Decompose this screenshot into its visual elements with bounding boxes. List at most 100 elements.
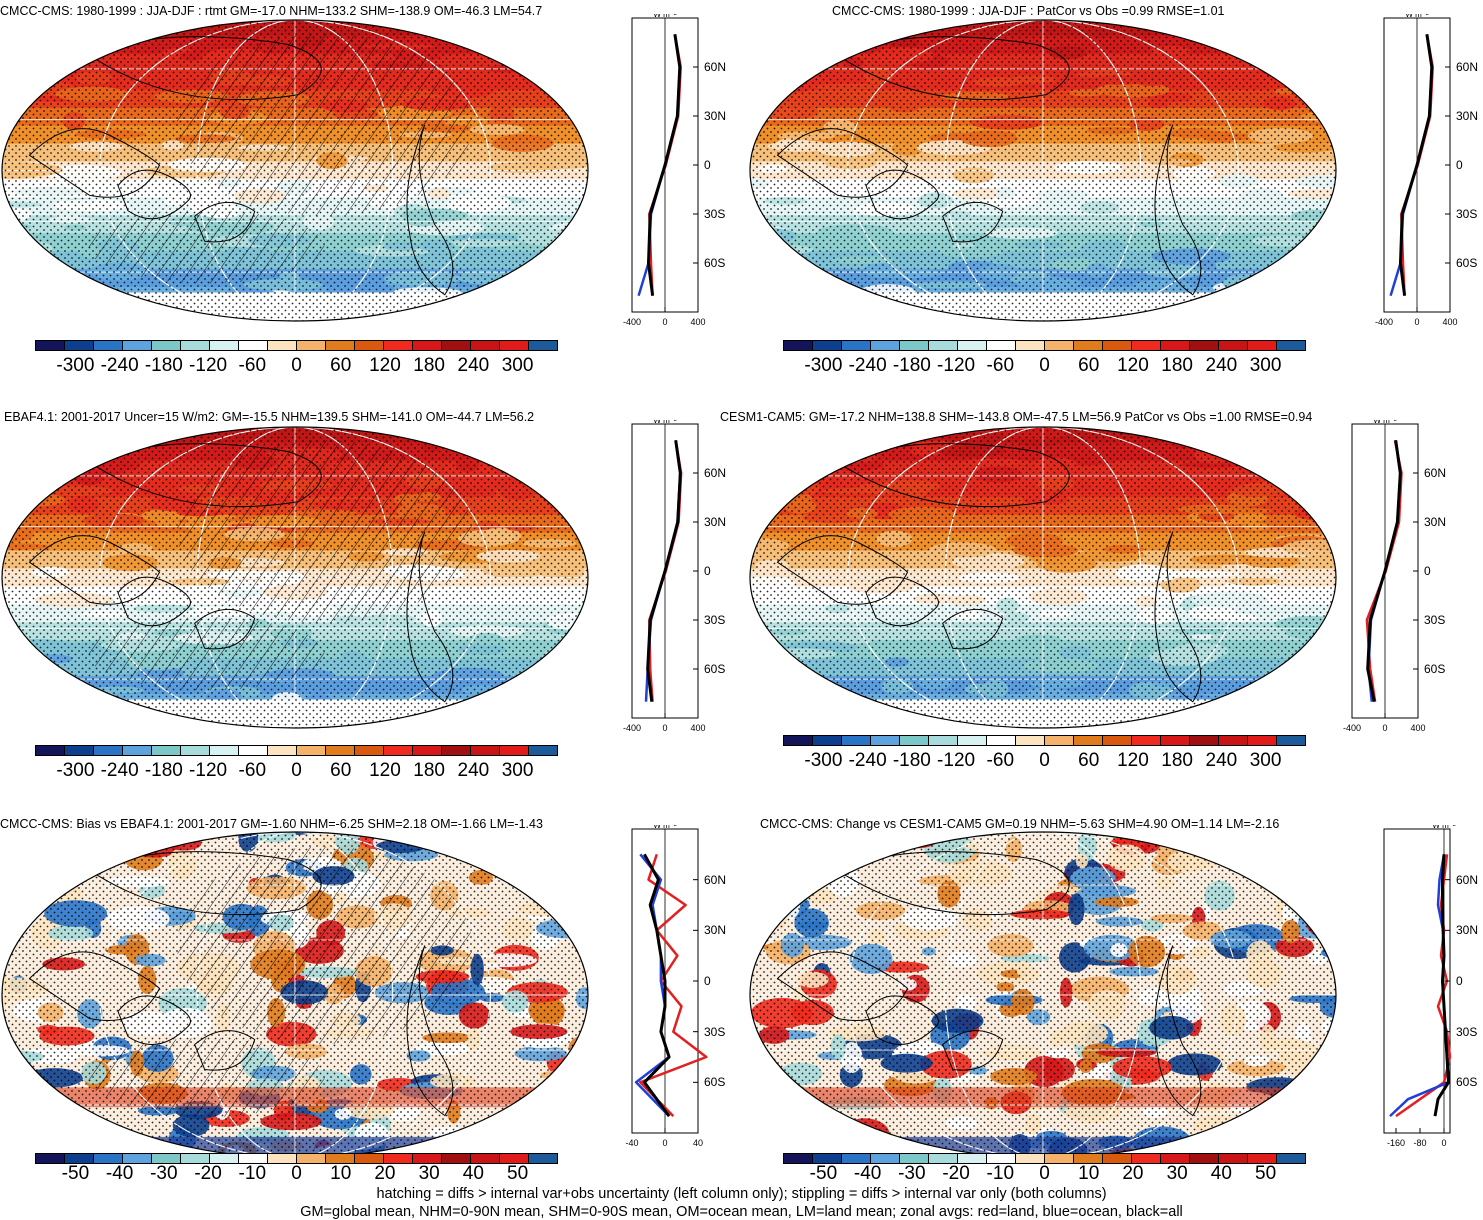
x-tick-label: -160	[1387, 1138, 1405, 1148]
colorbar-swatch	[471, 1154, 500, 1163]
colorbar-swatch	[1219, 341, 1248, 350]
colorbar-swatch	[384, 341, 413, 350]
colorbar-swatch	[268, 1154, 297, 1163]
colorbar-swatch	[239, 746, 268, 755]
colorbar-tick-label: -240	[848, 750, 887, 771]
x-tick-label: 400	[1410, 723, 1425, 733]
colorbar-swatch	[1161, 1154, 1190, 1163]
zonal-plot-p3: -400 0 400 W m⁻²	[623, 420, 706, 733]
colorbar-tick-label: -50	[809, 1163, 838, 1184]
x-tick-label: 40	[693, 1138, 703, 1148]
colorbar-tick-label: 120	[1117, 355, 1149, 376]
colorbar-swatch	[1074, 341, 1103, 350]
colorbar-swatch	[1103, 1154, 1132, 1163]
colorbar-swatch	[36, 1154, 65, 1163]
zonal-line-all	[642, 853, 671, 1117]
map-p5	[1, 831, 589, 1159]
colorbar-swatch	[871, 736, 900, 745]
colorbar-tick-label: 120	[369, 760, 401, 781]
colorbar-tick-label: -240	[100, 355, 139, 376]
colorbar-ticks: -300 -240 -180 -120 -60 0 60 120 180 240 300	[35, 355, 558, 379]
lat-label: 30S	[1456, 1024, 1478, 1039]
colorbar-ticks: -50 -40 -30 -20 -10 0 10 20 30 40 50	[783, 1163, 1306, 1187]
colorbar-tick-label: -30	[898, 1163, 926, 1184]
colorbar-tick-label: -20	[194, 1163, 222, 1184]
colorbar-swatch	[413, 1154, 442, 1163]
colorbar-tick-label: -180	[144, 760, 183, 781]
zonal-line-ocean	[1389, 854, 1450, 1118]
panel-title: CMCC-CMS: Bias vs EBAF4.1: 2001-2017 GM=…	[0, 817, 543, 831]
colorbar-swatch	[900, 1154, 929, 1163]
colorbar-tick-label: -10	[238, 1163, 267, 1184]
colorbar-swatch	[297, 341, 326, 350]
colorbar-p6	[783, 1153, 1306, 1164]
lat-label: 60S	[1456, 1075, 1478, 1090]
colorbar-swatch	[1277, 341, 1305, 350]
zonal-plot-p4: -400 0 400 W m⁻²	[1343, 420, 1426, 733]
colorbar-tick-label: 10	[330, 1163, 352, 1184]
colorbar-tick-label: 0	[291, 760, 302, 781]
colorbar-swatch	[36, 341, 65, 350]
colorbar-swatch	[500, 341, 529, 350]
colorbar-swatch	[471, 341, 500, 350]
colorbar-swatch	[1190, 736, 1219, 745]
lat-label: 30S	[704, 613, 726, 627]
colorbar-tick-label: 300	[1249, 355, 1282, 376]
colorbar-swatch	[987, 1154, 1016, 1163]
lat-label: 60N	[1456, 872, 1479, 887]
colorbar-tick-label: 120	[369, 355, 401, 376]
colorbar-swatch	[1161, 736, 1190, 745]
colorbar-tick-label: 30	[1166, 1163, 1188, 1184]
colorbar-swatch	[442, 1154, 471, 1163]
colorbar-tick-label: 0	[1039, 355, 1050, 376]
colorbar-swatch	[239, 341, 268, 350]
colorbar-swatch	[1074, 736, 1103, 745]
colorbar-tick-label: -240	[848, 355, 887, 376]
colorbar-tick-label: -60	[238, 355, 267, 376]
zonal-line-all	[646, 440, 682, 702]
colorbar-swatch	[297, 1154, 326, 1163]
lat-label: 30S	[704, 207, 726, 221]
zonal-line-ocean	[634, 853, 671, 1117]
x-tick-label: 0	[662, 723, 667, 733]
colorbar-swatch	[239, 1154, 268, 1163]
colorbar-tick-label: 60	[330, 760, 352, 781]
colorbar-tick-label: -60	[986, 355, 1015, 376]
colorbar-tick-label: 20	[374, 1163, 396, 1184]
lat-label: 0	[1456, 974, 1463, 988]
colorbar-ticks: -300 -240 -180 -120 -60 0 60 120 180 240 300	[783, 750, 1306, 774]
lat-label: 30N	[704, 923, 727, 938]
footer-line-2: GM=global mean, NHM=0-90N mean, SHM=0-90…	[300, 1204, 1183, 1220]
colorbar-tick-label: -300	[56, 760, 95, 781]
colorbar-ticks: -50 -40 -30 -20 -10 0 10 20 30 40 50	[35, 1163, 558, 1187]
colorbar-p1	[35, 340, 558, 351]
colorbar-swatch	[784, 341, 813, 350]
colorbar-tick-label: -60	[238, 760, 267, 781]
colorbar-swatch	[94, 341, 123, 350]
colorbar-tick-label: 180	[413, 355, 445, 376]
footer-line-1: hatching = diffs > internal var+obs unce…	[376, 1186, 1107, 1202]
lat-label: 30N	[704, 109, 727, 123]
zonal-line-ocean	[1389, 34, 1434, 297]
lat-label: 60S	[1424, 662, 1446, 676]
colorbar-swatch	[958, 1154, 987, 1163]
colorbar-ticks: -300 -240 -180 -120 -60 0 60 120 180 240 300	[35, 760, 558, 784]
colorbar-tick-label: -120	[189, 355, 228, 376]
lat-label: 60S	[704, 1075, 726, 1090]
colorbar-swatch	[842, 341, 871, 350]
colorbar-swatch	[1277, 1154, 1305, 1163]
lat-label: 30S	[1424, 613, 1446, 627]
x-tick-label: 0	[662, 1138, 667, 1148]
colorbar-swatch	[94, 746, 123, 755]
colorbar-swatch	[36, 746, 65, 755]
colorbar-swatch	[842, 1154, 871, 1163]
colorbar-tick-label: 240	[457, 760, 490, 781]
lat-label: 30N	[1424, 515, 1447, 529]
panel-title: CMCC-CMS: Change vs CESM1-CAM5 GM=0.19 N…	[760, 817, 1280, 831]
colorbar-p2	[783, 340, 1306, 351]
colorbar-tick-label: 180	[1161, 355, 1193, 376]
colorbar-tick-label: 300	[501, 355, 534, 376]
x-tick-label: 0	[662, 317, 667, 327]
colorbar-swatch	[210, 341, 239, 350]
colorbar-swatch	[1161, 341, 1190, 350]
